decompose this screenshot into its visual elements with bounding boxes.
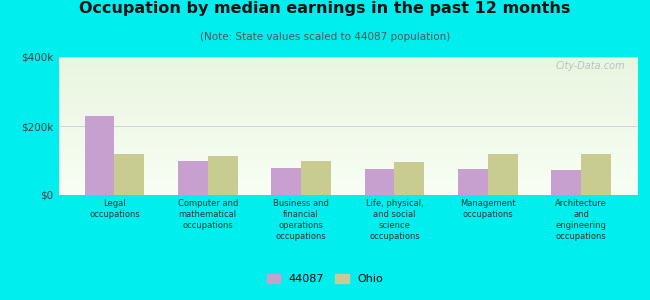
Bar — [84, 116, 114, 195]
Bar — [551, 170, 581, 195]
Bar — [458, 169, 488, 195]
Bar — [208, 156, 238, 195]
Bar — [178, 161, 208, 195]
Bar — [114, 154, 144, 195]
Bar — [395, 162, 424, 195]
Bar — [271, 168, 301, 195]
Bar — [581, 154, 611, 195]
Text: Occupation by median earnings in the past 12 months: Occupation by median earnings in the pas… — [79, 2, 571, 16]
Bar — [301, 160, 331, 195]
Bar — [365, 169, 395, 195]
Bar — [488, 154, 517, 195]
Text: (Note: State values scaled to 44087 population): (Note: State values scaled to 44087 popu… — [200, 32, 450, 41]
Legend: 44087, Ohio: 44087, Ohio — [262, 269, 388, 288]
Text: City-Data.com: City-Data.com — [556, 61, 625, 71]
